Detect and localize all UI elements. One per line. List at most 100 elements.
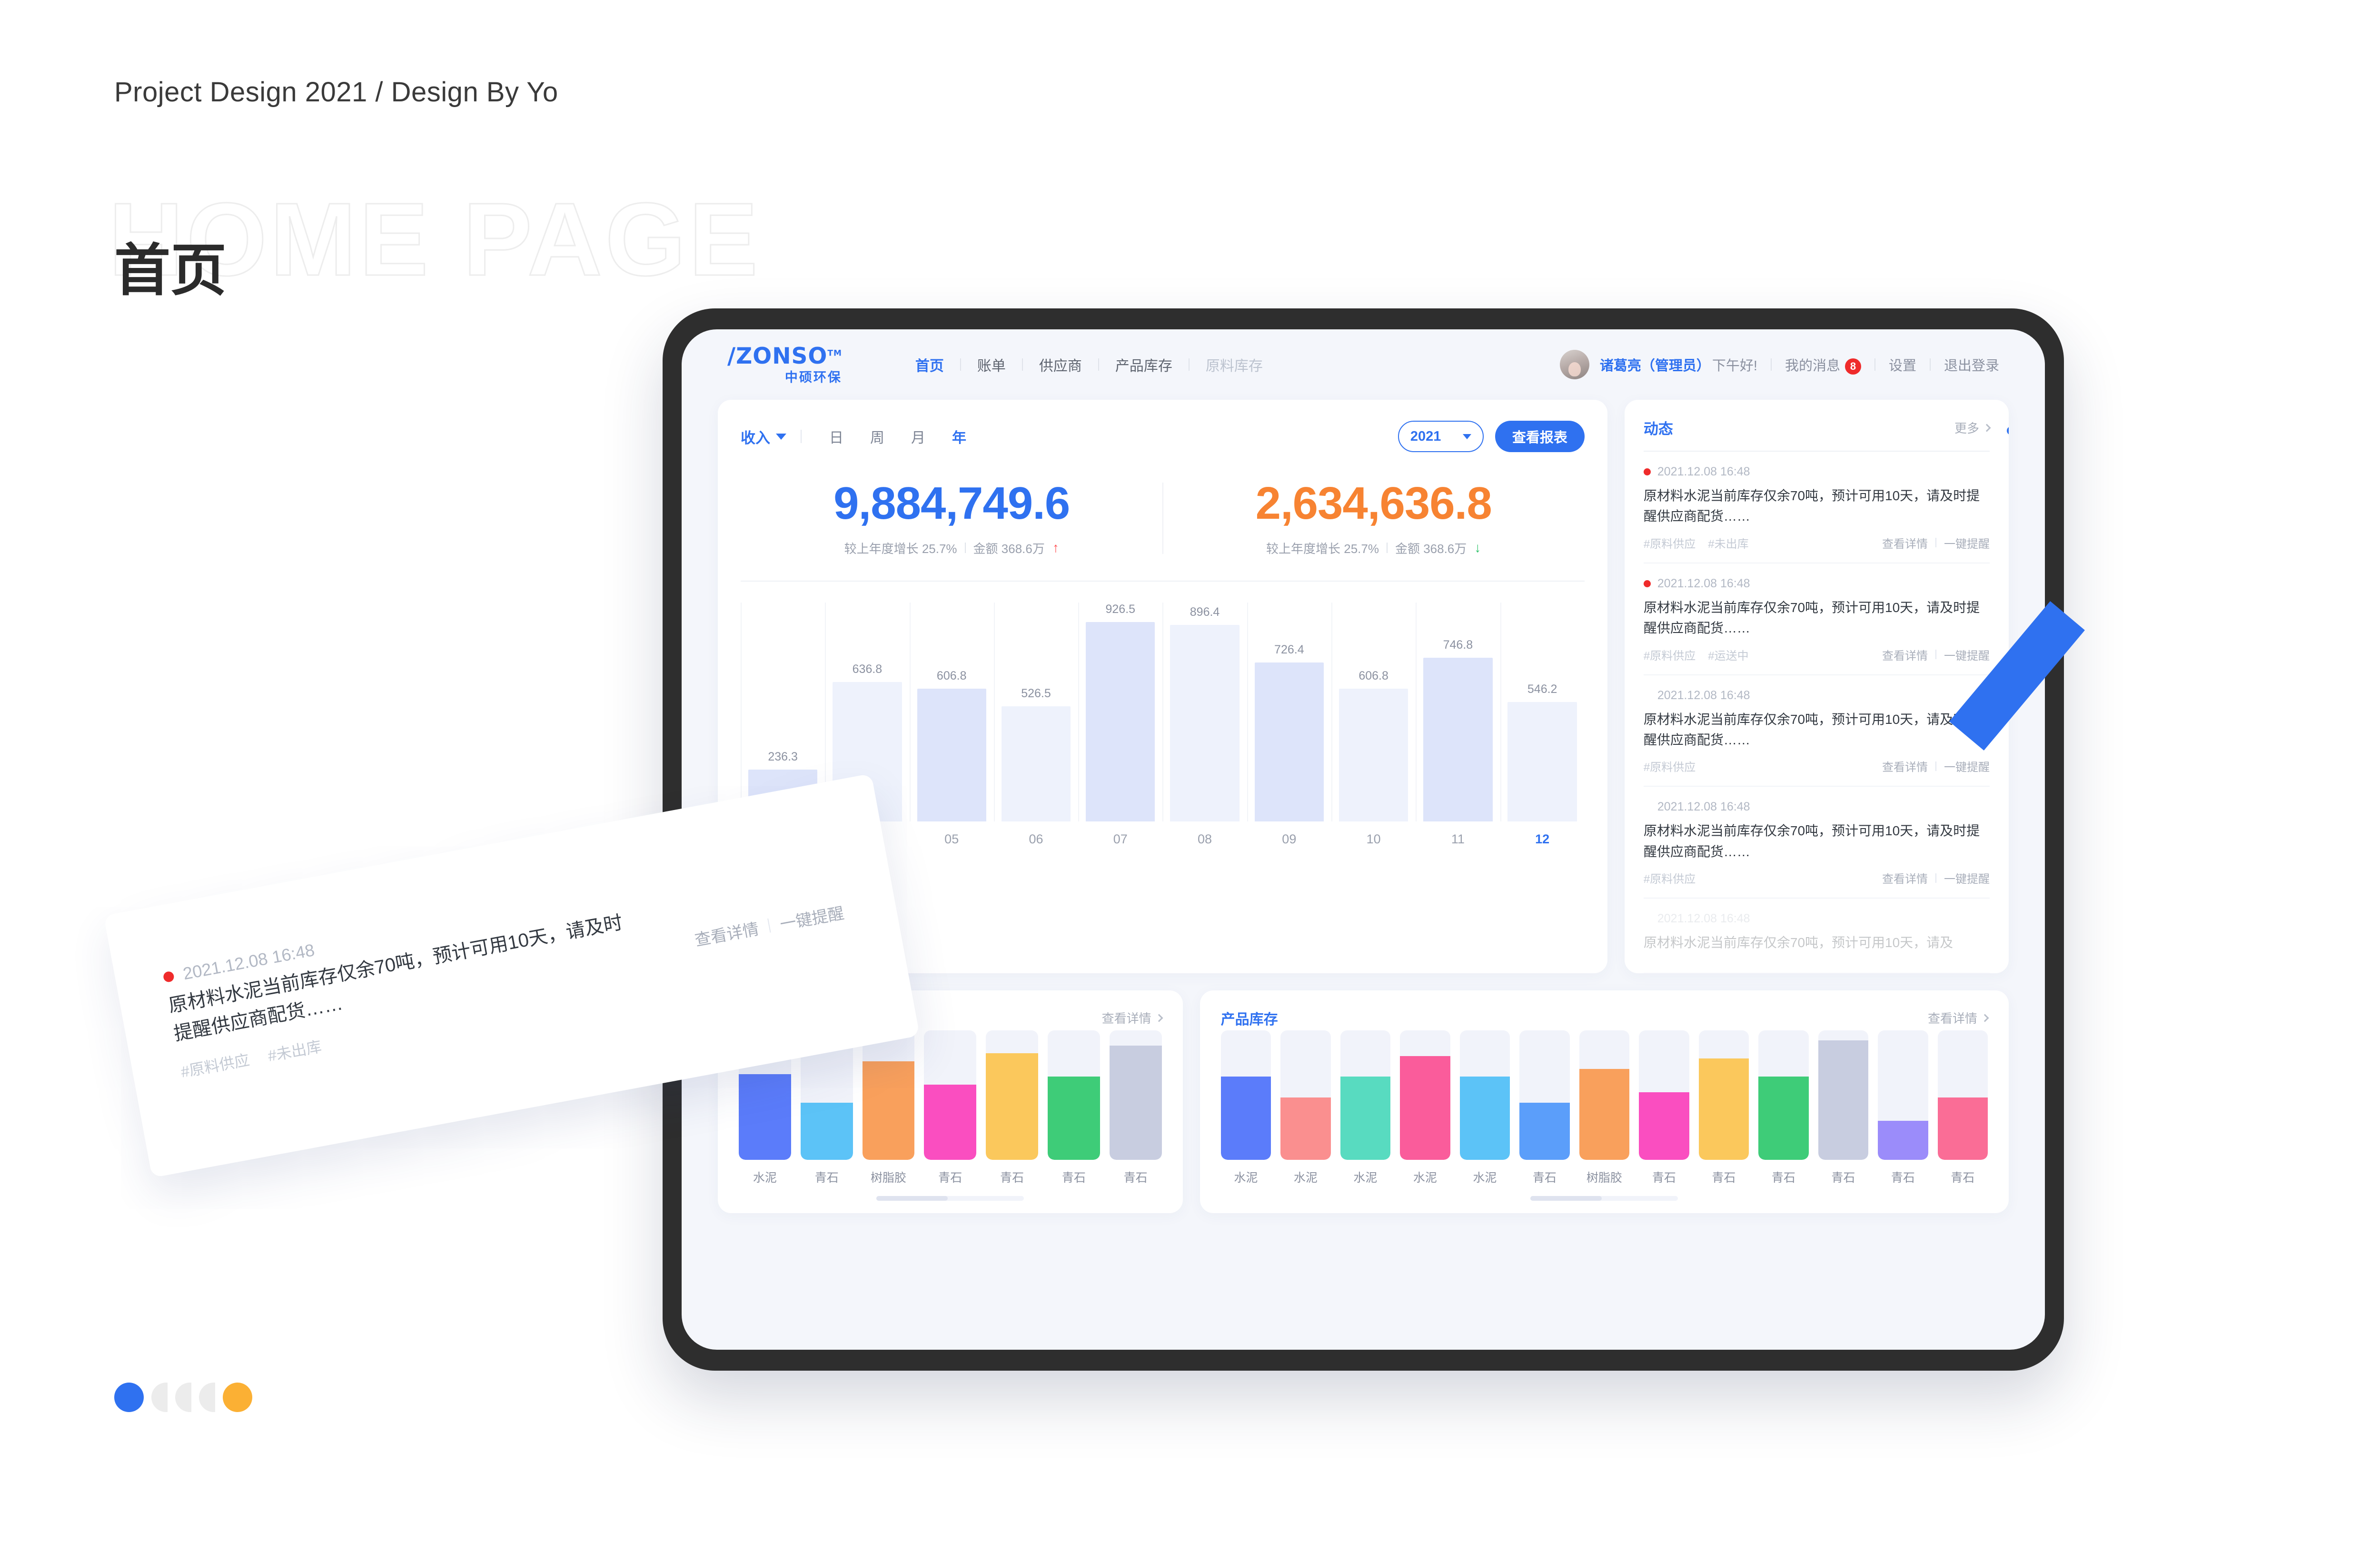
inventory-bar-track (1639, 1030, 1689, 1160)
axis-tick-08[interactable]: 08 (1198, 831, 1212, 846)
activity-more-link[interactable]: 更多 (1954, 419, 1991, 436)
inventory-bar-column[interactable]: 青石 (1519, 1030, 1570, 1186)
axis-tick-10[interactable]: 10 (1366, 831, 1381, 846)
axis-tick-12[interactable]: 12 (1535, 831, 1550, 846)
activity-tag[interactable]: #原料供应 (1643, 761, 1696, 774)
metric-dropdown[interactable]: 收入 (741, 426, 786, 447)
period-segment-月[interactable]: 月 (911, 430, 925, 446)
inventory-bar-column[interactable]: 水泥 (1459, 1030, 1510, 1186)
inventory-bar-column[interactable]: 水泥 (1400, 1030, 1450, 1186)
activity-detail-link[interactable]: 查看详情 (1882, 761, 1928, 774)
axis-tick-06[interactable]: 06 (1029, 831, 1043, 846)
inventory-bar-column[interactable]: 青石 (1878, 1030, 1928, 1186)
pagination-dot[interactable] (114, 1383, 144, 1412)
axis-tick-05[interactable]: 05 (944, 831, 959, 846)
activity-item[interactable]: 2021.12.08 16:48 原材料水泥当前库存仅余70吨，预计可用10天，… (1643, 452, 1990, 563)
inventory-bar-column[interactable]: 青石 (986, 1030, 1038, 1186)
floating-card-tag[interactable]: #原料供应 (179, 1051, 251, 1081)
activity-detail-link[interactable]: 查看详情 (1882, 873, 1928, 886)
kpi-value: 2,634,636.8 (1255, 478, 1492, 529)
period-segment-年[interactable]: 年 (952, 430, 966, 446)
floating-card-tag[interactable]: #未出库 (266, 1038, 323, 1065)
axis-tick-09[interactable]: 09 (1282, 831, 1297, 846)
bar-column-05[interactable]: 606.8 (909, 602, 994, 821)
activity-tag[interactable]: #运送中 (1708, 649, 1749, 662)
pagination-dots[interactable] (114, 1383, 252, 1412)
activity-remind-link[interactable]: 一键提醒 (1944, 873, 1990, 886)
pagination-dot[interactable] (223, 1383, 252, 1412)
inventory-bar-column[interactable]: 水泥 (1340, 1030, 1391, 1186)
inventory-bar-column[interactable]: 青石 (924, 1030, 977, 1186)
bar-column-12[interactable]: 546.2 (1500, 602, 1585, 821)
material-inventory-more-link[interactable]: 查看详情 (1102, 1009, 1163, 1027)
inventory-bar-fill (1579, 1069, 1630, 1160)
pagination-dot[interactable] (199, 1383, 215, 1412)
kpi-growth: 较上年度增长 25.7% (844, 541, 957, 556)
axis-tick-11[interactable]: 11 (1451, 831, 1465, 846)
activity-item[interactable]: 2021.12.08 16:48 原材料水泥当前库存仅余70吨，预计可用10天，… (1643, 899, 1990, 973)
user-name[interactable]: 诸葛亮（管理员） (1599, 358, 1710, 374)
nav-item-1[interactable]: 账单 (977, 358, 1006, 374)
activity-item[interactable]: 2021.12.08 16:48 原材料水泥当前库存仅余70吨，预计可用10天，… (1643, 675, 1990, 787)
avatar[interactable] (1559, 350, 1589, 379)
pagination-dot[interactable] (151, 1383, 168, 1412)
activity-detail-link[interactable]: 查看详情 (1882, 537, 1928, 551)
inventory-bar-column[interactable]: 水泥 (1220, 1030, 1271, 1186)
activity-tag[interactable]: #原料供应 (1643, 873, 1696, 886)
inventory-bar-column[interactable]: 树脂胶 (1579, 1030, 1630, 1186)
inventory-bar-fill (1758, 1077, 1809, 1160)
period-segment-日[interactable]: 日 (829, 430, 843, 446)
inventory-bar-fill (1519, 1102, 1570, 1160)
bar-value-label: 606.8 (1359, 669, 1388, 682)
inventory-bar-column[interactable]: 青石 (1109, 1030, 1162, 1186)
bar-column-06[interactable]: 526.5 (993, 602, 1078, 821)
my-messages-link[interactable]: 我的消息 8 (1772, 355, 1874, 375)
inventory-bar-column[interactable]: 青石 (1758, 1030, 1809, 1186)
period-segment-周[interactable]: 周 (870, 430, 884, 446)
axis-tick-07[interactable]: 07 (1113, 831, 1128, 846)
nav-item-4[interactable]: 原料库存 (1205, 358, 1263, 374)
year-select[interactable]: 2021 (1398, 421, 1484, 452)
inventory-bar-column[interactable]: 水泥 (1280, 1030, 1331, 1186)
activity-tag[interactable]: #原料供应 (1643, 649, 1696, 662)
inventory-bar-column[interactable]: 青石 (1047, 1030, 1100, 1186)
inventory-bar-column[interactable]: 青石 (1818, 1030, 1869, 1186)
product-inventory-more-link[interactable]: 查看详情 (1928, 1009, 1989, 1027)
scroll-indicator-dot[interactable] (2007, 426, 2009, 435)
activity-item[interactable]: 2021.12.08 16:48 原材料水泥当前库存仅余70吨，预计可用10天，… (1643, 787, 1990, 899)
kpi-value: 9,884,749.6 (833, 478, 1070, 529)
bar-column-11[interactable]: 746.8 (1416, 602, 1500, 821)
logout-link[interactable]: 退出登录 (1944, 358, 1999, 374)
activity-remind-link[interactable]: 一键提醒 (1944, 761, 1990, 774)
view-report-button[interactable]: 查看报表 (1495, 421, 1585, 452)
inventory-bar-column[interactable]: 青石 (1639, 1030, 1689, 1186)
material-inventory-scrollbar[interactable] (876, 1196, 1024, 1201)
inventory-bar-column[interactable]: 青石 (1937, 1030, 1988, 1186)
inventory-bar-track (1459, 1030, 1510, 1160)
bar-column-08[interactable]: 896.4 (1162, 602, 1247, 821)
activity-detail-link[interactable]: 查看详情 (1882, 649, 1928, 662)
brand-logo[interactable]: /ZONSOTM 中硕环保 (727, 345, 842, 384)
bar-column-07[interactable]: 926.5 (1078, 602, 1162, 821)
nav-item-2[interactable]: 供应商 (1039, 358, 1082, 374)
activity-tag[interactable]: #原料供应 (1643, 537, 1696, 551)
inventory-bar-label: 青石 (1712, 1171, 1736, 1185)
inventory-bar-label: 水泥 (1473, 1171, 1497, 1185)
nav-item-0[interactable]: 首页 (915, 358, 944, 374)
inventory-bar-fill (1109, 1046, 1162, 1160)
inventory-bar-column[interactable]: 树脂胶 (862, 1030, 915, 1186)
activity-item[interactable]: 2021.12.08 16:48 原材料水泥当前库存仅余70吨，预计可用10天，… (1643, 563, 1990, 675)
settings-link[interactable]: 设置 (1888, 358, 1916, 374)
activity-remind-link[interactable]: 一键提醒 (1944, 537, 1990, 551)
activity-remind-link[interactable]: 一键提醒 (1944, 649, 1990, 662)
bar-column-10[interactable]: 606.8 (1331, 602, 1416, 821)
pagination-dot[interactable] (175, 1383, 191, 1412)
my-messages-label: 我的消息 (1785, 358, 1840, 374)
nav-item-3[interactable]: 产品库存 (1115, 358, 1172, 374)
activity-tag[interactable]: #未出库 (1708, 537, 1749, 551)
material-inventory-bars: 水泥 青石 树脂胶 青石 青石 (739, 1030, 1162, 1186)
product-inventory-scrollbar[interactable] (1530, 1196, 1678, 1201)
inventory-bar-column[interactable]: 青石 (1698, 1030, 1749, 1186)
inventory-bar-track (1579, 1030, 1630, 1160)
bar-column-09[interactable]: 726.4 (1247, 602, 1331, 821)
